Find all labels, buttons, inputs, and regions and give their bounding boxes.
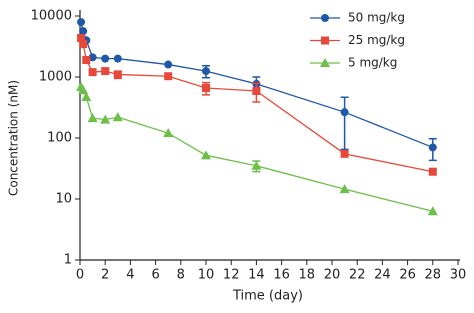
marker	[320, 58, 330, 67]
x-tick-label: 14	[248, 268, 265, 283]
marker	[113, 54, 122, 63]
x-tick-label: 8	[177, 268, 185, 283]
x-tick-label: 24	[374, 268, 391, 283]
legend-label: 5 mg/kg	[348, 56, 397, 70]
marker	[81, 92, 92, 102]
marker	[87, 113, 98, 123]
x-tick-label: 18	[299, 268, 316, 283]
marker	[202, 84, 210, 93]
marker	[201, 150, 211, 160]
y-tick-label: 1	[64, 253, 72, 268]
legend-label: 25 mg/kg	[348, 33, 405, 47]
marker	[427, 206, 438, 216]
marker	[101, 54, 110, 63]
series-line	[80, 86, 433, 212]
marker	[252, 86, 261, 95]
marker	[88, 53, 97, 62]
y-tick-label: 10	[55, 192, 72, 207]
marker	[79, 27, 88, 36]
marker	[100, 114, 111, 124]
marker	[101, 67, 110, 76]
x-tick-label: 6	[151, 268, 159, 283]
marker	[79, 40, 88, 49]
marker	[164, 60, 173, 69]
x-tick-label: 20	[324, 268, 341, 283]
x-tick-label: 22	[349, 268, 366, 283]
marker	[202, 67, 210, 76]
x-tick-label: 28	[425, 268, 442, 283]
marker	[82, 55, 91, 64]
marker	[113, 70, 122, 79]
marker	[321, 14, 329, 22]
marker	[112, 112, 123, 122]
marker	[339, 184, 350, 194]
marker	[77, 33, 86, 42]
marker	[163, 128, 174, 138]
x-tick-label: 2	[101, 268, 109, 283]
legend-label: 50 mg/kg	[348, 11, 405, 25]
marker	[321, 36, 329, 45]
x-axis-label: Time (day)	[232, 289, 303, 304]
x-tick-label: 26	[399, 268, 416, 283]
marker	[251, 160, 262, 170]
marker	[77, 18, 86, 27]
x-tick-label: 12	[223, 268, 240, 283]
y-tick-label: 10000	[31, 9, 72, 24]
marker	[428, 167, 437, 176]
x-tick-label: 4	[126, 268, 134, 283]
y-tick-label: 100	[47, 131, 72, 146]
marker	[428, 143, 437, 152]
x-tick-label: 30	[450, 268, 467, 283]
marker	[164, 72, 173, 81]
y-tick-label: 1000	[39, 70, 72, 85]
marker	[340, 108, 349, 117]
marker	[340, 149, 349, 158]
y-axis-label: Concentration (nM)	[7, 80, 21, 196]
marker	[78, 85, 89, 95]
marker	[88, 68, 97, 77]
x-tick-label: 16	[273, 268, 290, 283]
error-bar	[340, 96, 349, 151]
x-tick-label: 10	[198, 268, 215, 283]
x-tick-label: 0	[76, 268, 84, 283]
